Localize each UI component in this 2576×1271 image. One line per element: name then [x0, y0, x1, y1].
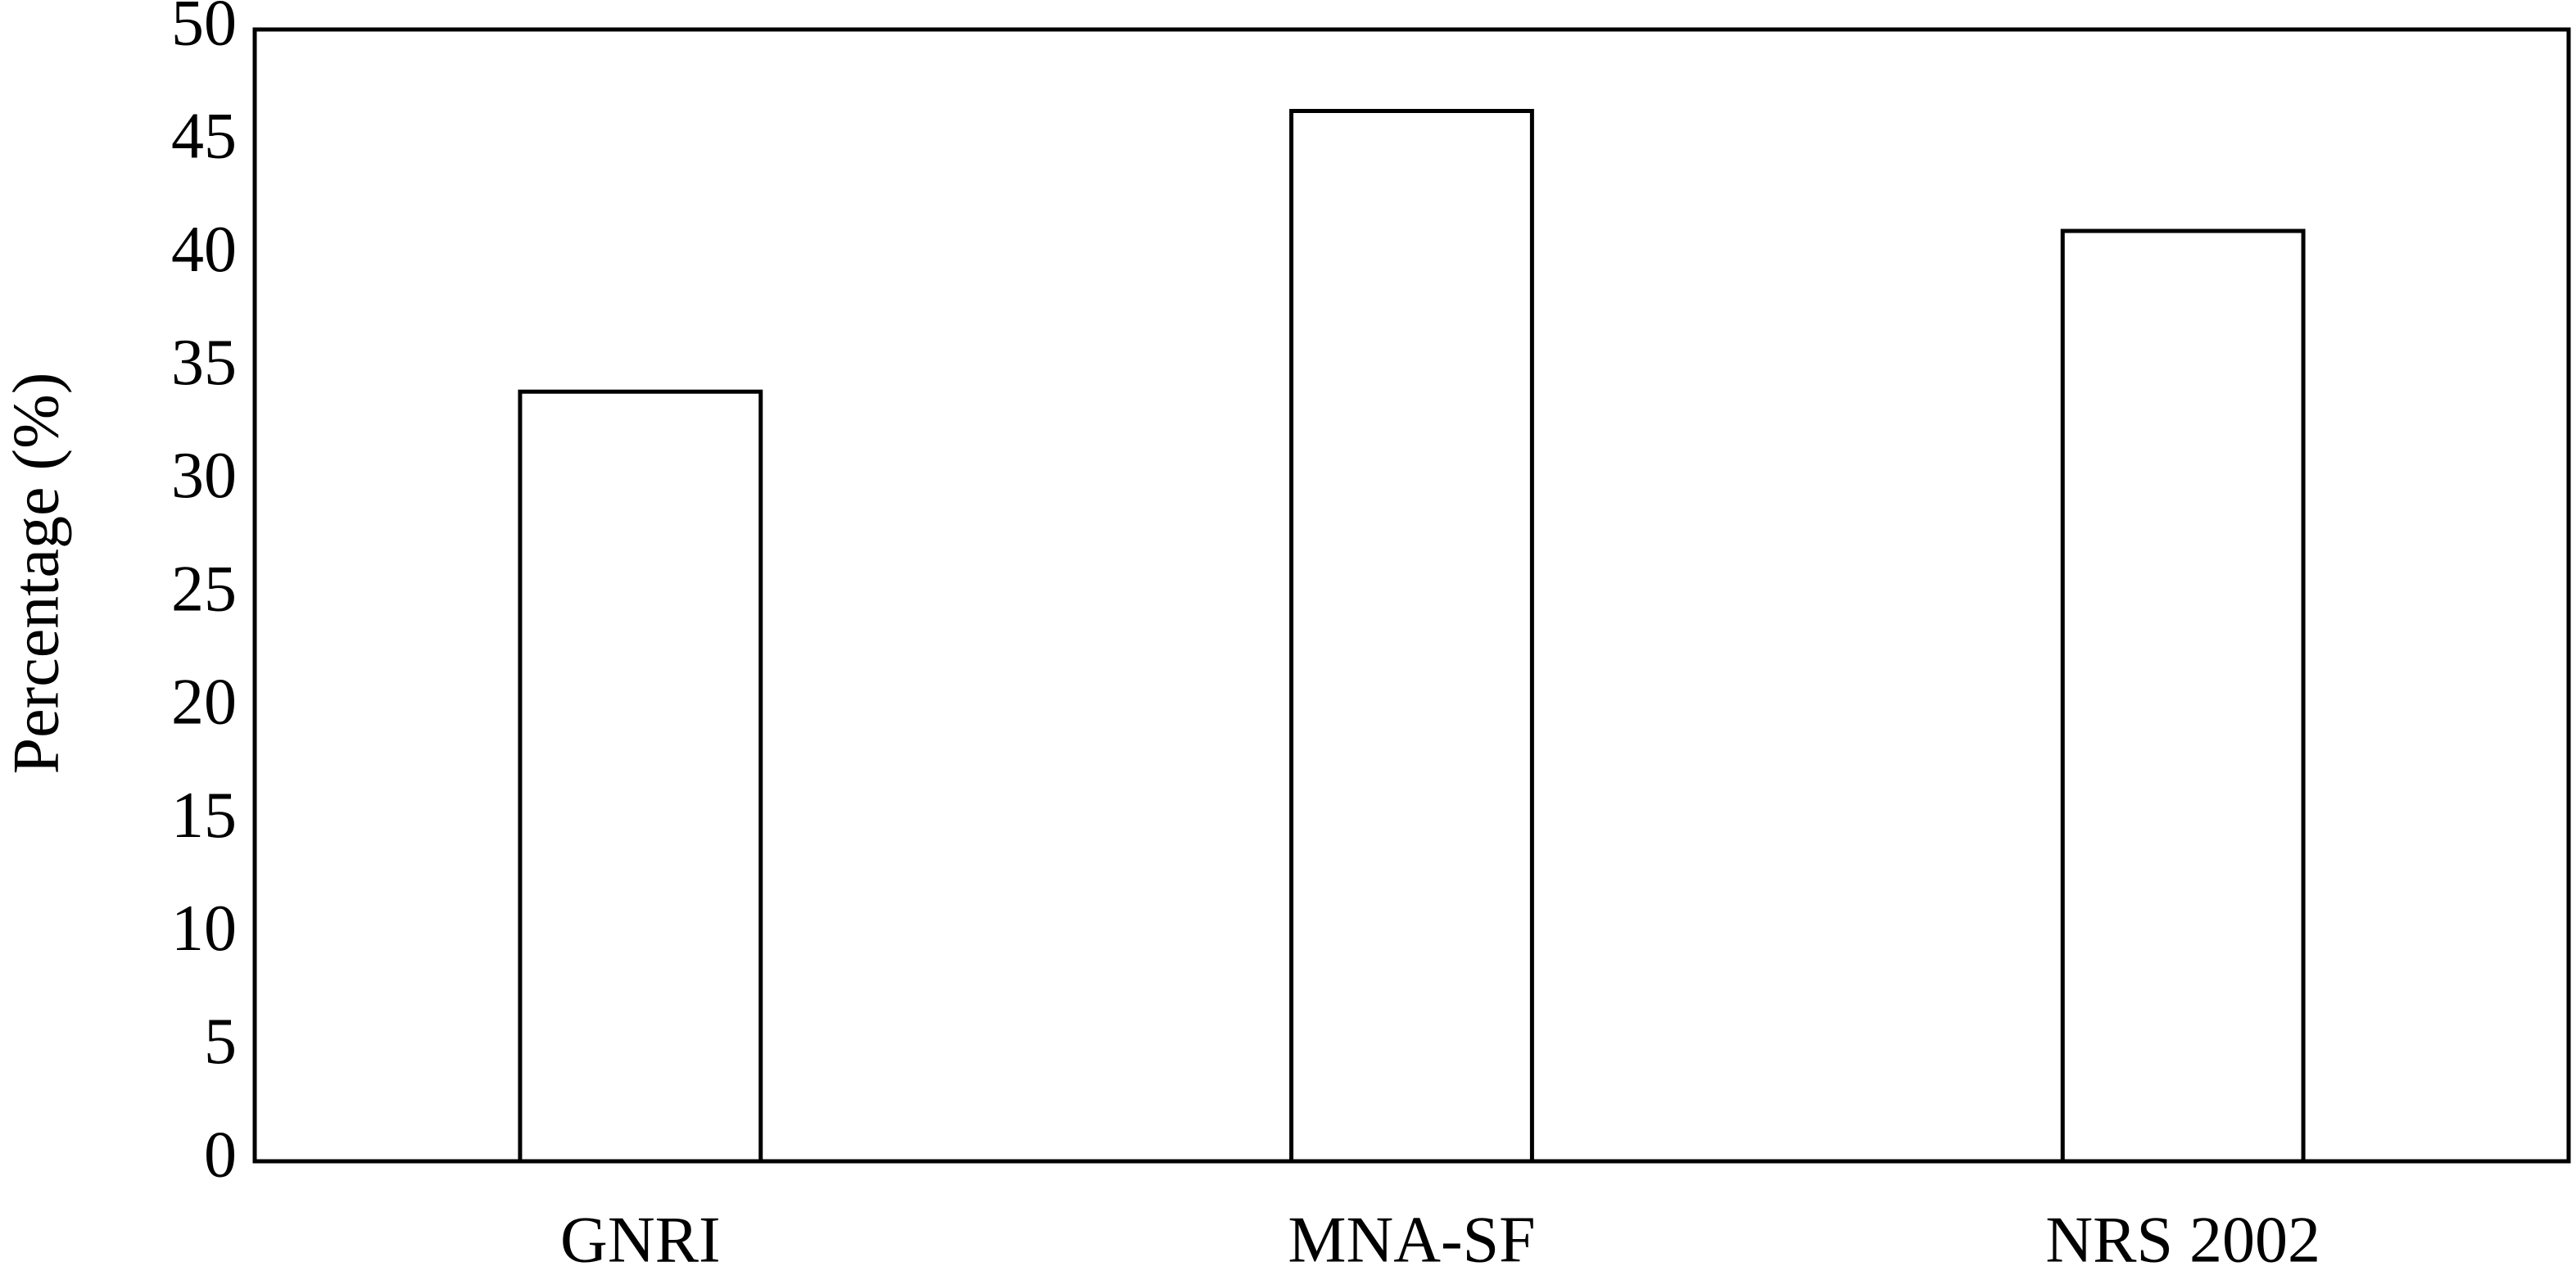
- y-tick-label: 20: [171, 667, 237, 739]
- bar: [2060, 228, 2306, 1164]
- y-tick-label: 5: [204, 1006, 237, 1078]
- y-tick-label: 25: [171, 553, 237, 625]
- y-tick-label: 50: [171, 0, 237, 59]
- y-tick-label: 0: [204, 1119, 237, 1191]
- y-axis-label: Percentage (%): [0, 373, 72, 775]
- x-tick-label: GNRI: [560, 1204, 721, 1271]
- y-tick-label: 10: [171, 893, 237, 965]
- y-tick-label: 30: [171, 440, 237, 512]
- plot-frame: [252, 27, 2571, 1164]
- bar: [518, 389, 763, 1164]
- bar: [1289, 109, 1534, 1164]
- y-tick-label: 35: [171, 327, 237, 399]
- y-tick-label: 15: [171, 780, 237, 852]
- y-tick-label: 40: [171, 214, 237, 286]
- x-tick-label: MNA-SF: [1288, 1204, 1535, 1271]
- y-tick-label: 45: [171, 101, 237, 173]
- x-tick-label: NRS 2002: [2045, 1204, 2320, 1271]
